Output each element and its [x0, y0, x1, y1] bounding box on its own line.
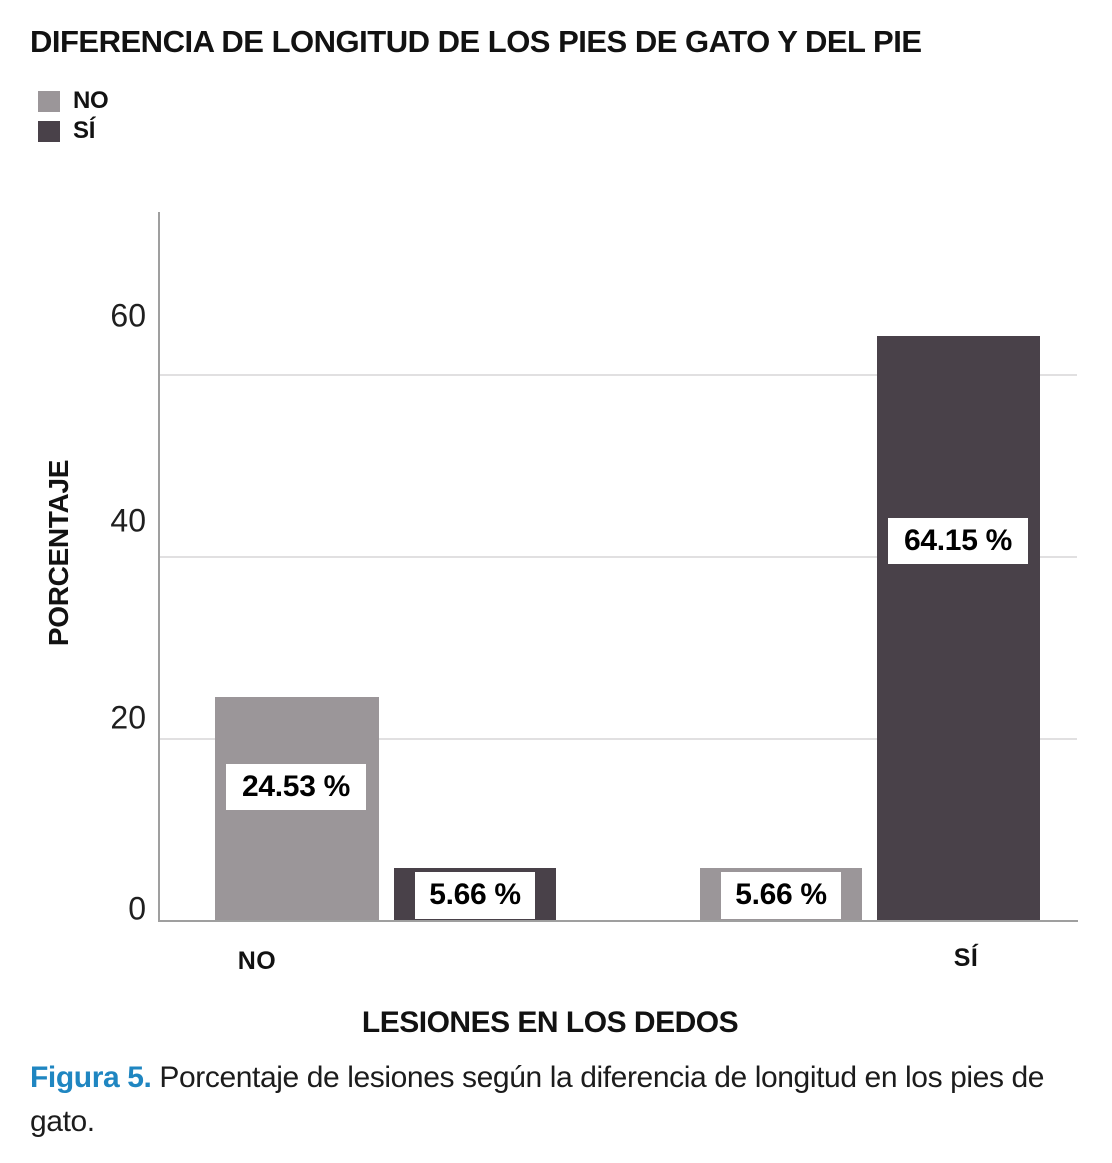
- gridline-20: [160, 738, 1077, 740]
- y-tick-label-0: 0: [128, 890, 146, 927]
- legend: NO SÍ: [38, 86, 109, 146]
- gridline-60: [160, 374, 1077, 376]
- legend-swatch-no-icon: [38, 90, 60, 112]
- y-tick-label-60: 60: [110, 297, 146, 334]
- legend-item-no: NO: [38, 86, 109, 116]
- bar-value-label: 5.66 %: [415, 871, 535, 919]
- figure-caption: Figura 5. Porcentaje de lesiones según l…: [30, 1056, 1082, 1144]
- figure-caption-number: Figura 5.: [30, 1061, 152, 1094]
- x-axis-title: LESIONES EN LOS DEDOS: [361, 1006, 739, 1039]
- bar-value-label: 64.15 %: [888, 518, 1028, 564]
- bar-value-label: 5.66 %: [721, 871, 841, 919]
- y-tick-label-40: 40: [110, 502, 146, 539]
- y-axis-title: PORCENTAJE: [43, 459, 74, 647]
- figure-caption-text: Porcentaje de lesiones según la diferenc…: [30, 1061, 1045, 1138]
- y-tick-label-20: 20: [110, 699, 146, 736]
- x-category-label-si: SÍ: [953, 944, 979, 972]
- legend-label-no: NO: [73, 87, 109, 114]
- bar-sí-sí: [877, 336, 1040, 920]
- bar-value-label: 24.53 %: [226, 764, 366, 810]
- x-category-label-no: NO: [237, 947, 277, 975]
- gridline-40: [160, 556, 1077, 558]
- legend-label-si: SÍ: [73, 117, 96, 144]
- legend-item-si: SÍ: [38, 116, 108, 146]
- x-axis-line: [158, 920, 1078, 922]
- chart-title: DIFERENCIA DE LONGITUD DE LOS PIES DE GA…: [30, 24, 922, 59]
- legend-swatch-si-icon: [38, 120, 60, 142]
- y-axis-line: [158, 212, 160, 922]
